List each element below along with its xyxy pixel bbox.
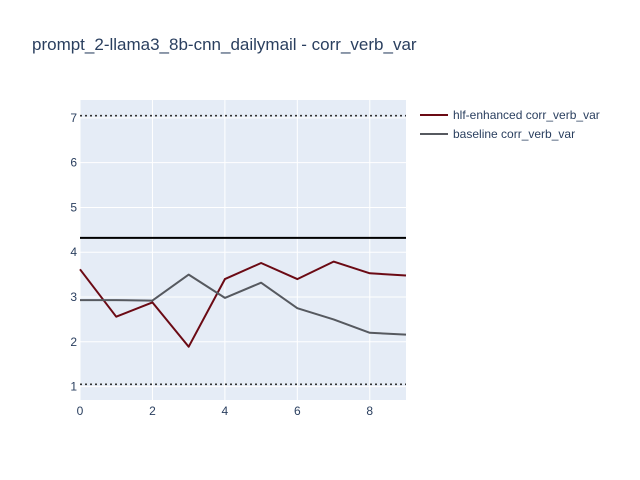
x-tick-label: 0 — [77, 404, 84, 418]
x-tick-label: 4 — [222, 404, 229, 418]
legend-label: baseline corr_verb_var — [453, 127, 575, 141]
legend-item[interactable]: hlf-enhanced corr_verb_var — [420, 108, 600, 122]
y-tick-label: 6 — [70, 156, 77, 170]
y-tick-label: 2 — [70, 335, 77, 349]
legend-item[interactable]: baseline corr_verb_var — [420, 127, 575, 141]
reference-lines — [80, 114, 406, 386]
x-tick-label: 6 — [294, 404, 301, 418]
series-line — [79, 260, 407, 348]
series-line — [80, 273, 407, 336]
series-lines — [79, 260, 407, 348]
y-tick-label: 3 — [70, 290, 77, 304]
y-tick-label: 4 — [70, 245, 77, 259]
y-tick-labels: 1 2 3 4 5 6 7 — [70, 111, 77, 394]
x-tick-label: 8 — [366, 404, 373, 418]
chart-title: prompt_2-llama3_8b-cnn_dailymail - corr_… — [32, 35, 417, 54]
y-tick-label: 7 — [70, 111, 77, 125]
legend-label: hlf-enhanced corr_verb_var — [453, 108, 600, 122]
y-tick-label: 1 — [70, 380, 77, 394]
grid — [79, 100, 406, 400]
legend[interactable]: hlf-enhanced corr_verb_var baseline corr_… — [420, 108, 600, 141]
y-tick-label: 5 — [70, 200, 77, 214]
x-tick-label: 2 — [149, 404, 156, 418]
x-tick-labels: 0 2 4 6 8 — [77, 404, 374, 418]
plot-area — [80, 100, 406, 400]
